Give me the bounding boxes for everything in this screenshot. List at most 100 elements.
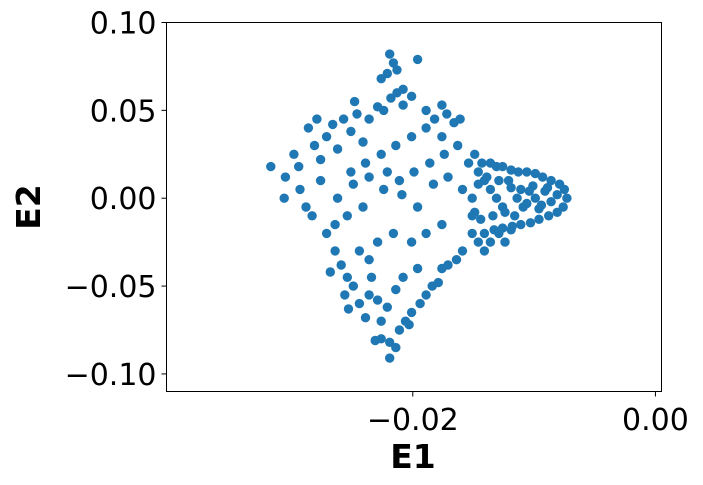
data-point: [266, 161, 276, 172]
data-point: [455, 114, 465, 124]
data-point: [457, 184, 468, 195]
data-point: [332, 193, 343, 203]
data-point: [442, 109, 452, 119]
data-point: [312, 114, 322, 124]
data-point: [328, 119, 338, 130]
data-point: [342, 211, 352, 221]
data-point: [476, 214, 486, 224]
data-point: [360, 313, 371, 323]
data-point: [406, 237, 417, 247]
data-point: [309, 140, 320, 151]
data-point: [415, 298, 425, 309]
data-point: [510, 211, 520, 221]
data-point: [457, 246, 468, 256]
data-point: [477, 158, 487, 168]
data-point: [506, 165, 516, 175]
data-point: [379, 105, 389, 116]
plot-frame: [166, 22, 662, 392]
data-point: [489, 225, 499, 235]
data-point: [307, 211, 317, 221]
data-point: [518, 202, 528, 212]
data-point: [376, 316, 386, 326]
data-point: [303, 123, 314, 133]
data-point: [394, 175, 405, 186]
data-points: [266, 49, 572, 363]
data-point: [376, 149, 386, 159]
data-point: [552, 190, 562, 200]
y-axis-ticks: −0.10 −0.05 0.00 0.05 0.10: [65, 7, 167, 393]
data-point: [497, 161, 508, 172]
data-point: [421, 290, 431, 300]
data-point: [537, 172, 548, 182]
data-point: [473, 237, 483, 247]
data-point: [437, 100, 447, 110]
data-point: [562, 193, 572, 203]
data-point: [404, 320, 414, 330]
data-point: [491, 193, 502, 203]
data-point: [352, 109, 362, 119]
data-point: [295, 184, 305, 195]
data-point: [421, 228, 431, 239]
data-point: [412, 202, 423, 212]
y-axis-label: E2: [9, 184, 48, 230]
data-point: [386, 93, 396, 103]
data-point: [391, 284, 401, 295]
data-point: [494, 175, 504, 186]
data-point: [479, 228, 490, 239]
data-point: [536, 200, 547, 210]
data-point: [406, 307, 417, 318]
data-point: [485, 184, 496, 195]
data-point: [385, 49, 395, 59]
data-point: [503, 175, 514, 186]
data-point: [473, 167, 483, 177]
data-point: [467, 193, 477, 203]
data-point: [507, 221, 517, 231]
data-point: [439, 149, 449, 159]
data-point: [429, 114, 440, 124]
data-point: [497, 223, 508, 233]
data-point: [443, 172, 453, 182]
data-point: [398, 272, 408, 282]
data-point: [412, 263, 423, 274]
data-point: [289, 149, 299, 159]
data-point: [364, 255, 374, 265]
data-point: [391, 140, 401, 151]
data-point: [406, 132, 417, 142]
data-point: [330, 219, 340, 230]
data-point: [321, 132, 332, 142]
x-tick-label: 0.00: [622, 403, 689, 438]
data-point: [294, 161, 304, 172]
data-point: [340, 290, 350, 300]
data-point: [443, 260, 453, 270]
data-point: [354, 246, 365, 256]
x-axis-ticks: −0.02 0.00: [367, 391, 689, 438]
data-point: [425, 158, 435, 168]
y-tick-label: −0.10: [65, 358, 157, 393]
data-point: [500, 237, 510, 247]
data-point: [382, 167, 392, 177]
data-point: [437, 132, 447, 142]
data-point: [321, 228, 332, 239]
data-point: [372, 295, 383, 305]
data-point: [382, 68, 392, 79]
data-point: [388, 58, 399, 68]
data-point: [470, 149, 480, 159]
data-point: [338, 114, 349, 124]
data-point: [409, 167, 419, 177]
data-point: [392, 65, 402, 75]
data-point: [398, 100, 408, 110]
data-point: [525, 218, 536, 228]
data-point: [358, 202, 368, 212]
data-point: [346, 167, 356, 177]
y-tick-label: −0.05: [65, 270, 157, 305]
data-point: [463, 158, 474, 168]
data-point: [364, 172, 374, 182]
data-point: [552, 207, 562, 217]
data-point: [301, 202, 311, 212]
data-point: [546, 197, 556, 207]
data-point: [559, 184, 570, 195]
data-point: [325, 267, 335, 277]
data-point: [513, 167, 523, 177]
data-point: [385, 337, 395, 347]
y-tick-label: 0.10: [90, 7, 157, 42]
